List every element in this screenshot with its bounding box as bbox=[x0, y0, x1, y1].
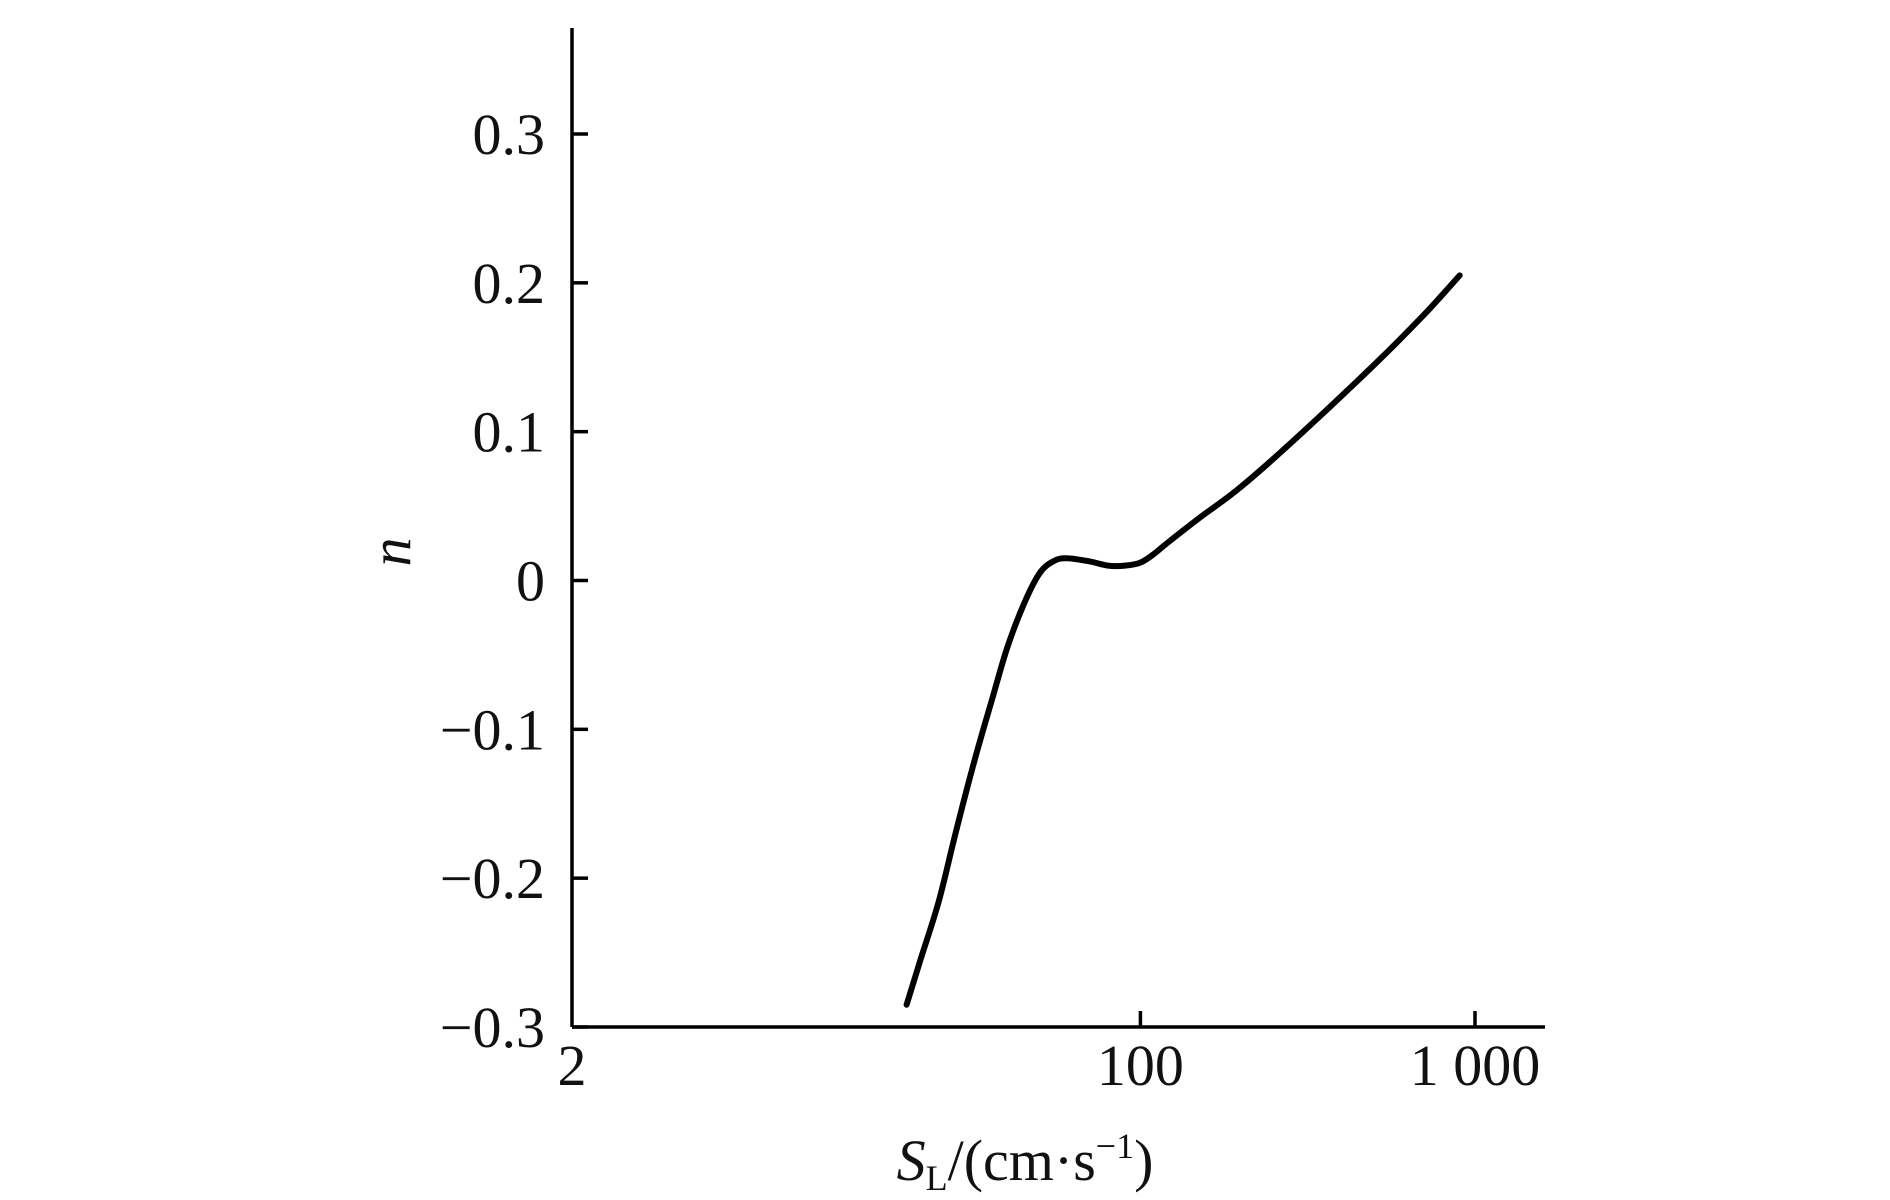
x-tick-label: 1 000 bbox=[1410, 1033, 1541, 1098]
y-tick-label: −0.1 bbox=[440, 697, 545, 762]
y-tick-label: −0.2 bbox=[440, 846, 545, 911]
series-line bbox=[903, 272, 1463, 1008]
x-axis-label-unit-close: ) bbox=[1134, 1128, 1153, 1193]
x-axis-label-unit-exponent: −1 bbox=[1096, 1126, 1134, 1166]
series-layer bbox=[903, 272, 1463, 1008]
y-tick-label: 0.3 bbox=[473, 102, 546, 167]
y-tick-label: 0 bbox=[516, 549, 545, 614]
y-axis-label: n bbox=[358, 538, 423, 567]
y-tick-label: −0.3 bbox=[440, 995, 545, 1060]
x-axis-label-unit: /(cm·s bbox=[948, 1128, 1096, 1193]
y-tick-label: 0.1 bbox=[473, 400, 546, 465]
x-axis-label-symbol: S bbox=[897, 1128, 926, 1193]
x-tick-label: 2 bbox=[558, 1033, 587, 1098]
x-axis-ticks: 2 100 1 000 bbox=[558, 1011, 1541, 1098]
y-tick-label: 0.2 bbox=[473, 251, 546, 316]
x-axis-label-subscript: L bbox=[926, 1158, 948, 1198]
x-axis-label: SL/(cm·s−1) bbox=[897, 1126, 1154, 1198]
x-tick-label: 100 bbox=[1097, 1033, 1184, 1098]
y-axis-ticks: 0.3 0.2 0.1 0 −0.1 −0.2 −0.3 bbox=[440, 102, 588, 1060]
